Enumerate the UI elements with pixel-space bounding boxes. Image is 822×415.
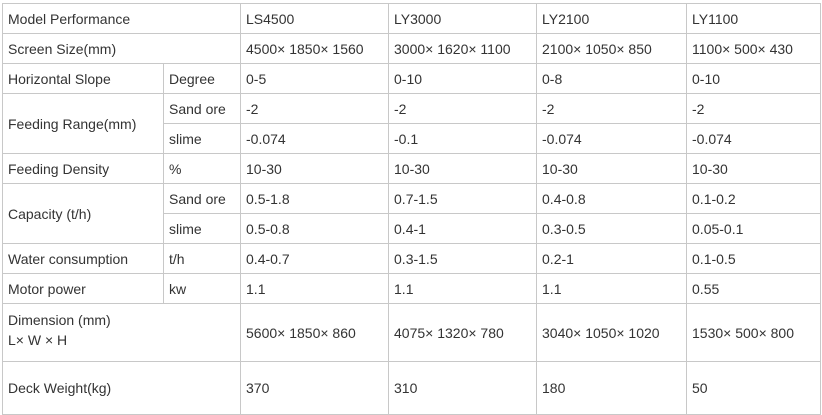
value: 0.1-0.2 xyxy=(686,183,822,214)
value: 0.4-0.8 xyxy=(536,183,688,214)
table-row: Capacity (t/h) Sand ore 0.5-1.8 0.7-1.5 0.4-… xyxy=(2,183,822,244)
value: 4075× 1320× 780 xyxy=(388,303,538,362)
value: -2 xyxy=(536,93,688,124)
value: -0.074 xyxy=(686,123,822,154)
header-label: Model Performance xyxy=(1,3,242,34)
value: 0.55 xyxy=(686,273,822,304)
value: 0.1-0.5 xyxy=(686,243,822,274)
row-label: Motor power xyxy=(2,273,164,304)
table-row: Dimension (mm) L× W × H 5600× 1850× 860 407… xyxy=(1,303,822,362)
table-row: slime -0.074 -0.1 -0.074 -0.074 xyxy=(3,123,822,154)
value: 1100× 500× 430 xyxy=(686,33,822,64)
model-name: LY3000 xyxy=(388,3,538,34)
value: 2100× 1050× 850 xyxy=(536,33,688,64)
value: 1530× 500× 800 xyxy=(686,303,822,362)
unit: % xyxy=(162,153,242,184)
value: 10-30 xyxy=(240,153,390,184)
table-row: Deck Weight(kg) 370 310 180 50 xyxy=(1,361,822,415)
value: 310 xyxy=(388,361,538,415)
value: -2 xyxy=(388,93,538,124)
unit: kw xyxy=(162,273,242,304)
table-row: Model Performance LS4500 LY3000 LY2100 LY110… xyxy=(1,3,822,34)
value: 1.1 xyxy=(536,273,688,304)
table-row: Horizontal Slope Degree 0-5 0-10 0-8 0-10 xyxy=(2,63,822,94)
value: 5600× 1850× 860 xyxy=(240,303,390,362)
unit: slime xyxy=(162,213,242,244)
value: 1.1 xyxy=(240,273,390,304)
unit: Sand ore xyxy=(162,183,242,214)
row-label: Water consumption xyxy=(2,243,164,274)
row-label: Capacity (t/h) xyxy=(2,183,164,244)
unit: slime xyxy=(162,123,242,154)
value: 0.3-0.5 xyxy=(536,213,688,244)
row-label: Screen Size(mm) xyxy=(1,33,242,64)
model-name: LS4500 xyxy=(240,3,390,34)
value: -0.074 xyxy=(536,123,688,154)
value: 0.05-0.1 xyxy=(686,213,822,244)
value: 10-30 xyxy=(388,153,538,184)
value: 0.5-1.8 xyxy=(240,183,390,214)
value: 0.7-1.5 xyxy=(388,183,538,214)
row-label: Deck Weight(kg) xyxy=(1,361,242,415)
row-label: Feeding Range(mm) xyxy=(2,93,164,154)
value: -0.1 xyxy=(388,123,538,154)
row-label: Feeding Density xyxy=(2,153,164,184)
value: 4500× 1850× 1560 xyxy=(240,33,390,64)
table-row: Water consumption t/h 0.4-0.7 0.3-1.5 0.2-1 0… xyxy=(2,243,822,274)
model-name: LY1100 xyxy=(686,3,822,34)
value: 0-10 xyxy=(686,63,822,94)
table-row: Motor power kw 1.1 1.1 1.1 0.55 xyxy=(2,273,822,304)
value: 0-10 xyxy=(388,63,538,94)
value: 0-5 xyxy=(240,63,390,94)
value: 10-30 xyxy=(686,153,822,184)
table-row: Feeding Density% 10-30 10-30 10-30 10-30 xyxy=(2,153,822,184)
value: 0.2-1 xyxy=(536,243,688,274)
table-row: Feeding Range(mm) Sand ore -2 -2 -2 -2 xyxy=(2,93,822,154)
value: 0.3-1.5 xyxy=(388,243,538,274)
model-name: LY2100 xyxy=(536,3,688,34)
unit: Degree xyxy=(162,63,242,94)
value: 1.1 xyxy=(388,273,538,304)
value: 0-8 xyxy=(536,63,688,94)
value: 3040× 1050× 1020 xyxy=(536,303,688,362)
value: 3000× 1620× 1100 xyxy=(388,33,538,64)
value: 370 xyxy=(240,361,390,415)
value: -2 xyxy=(686,93,822,124)
value: -2 xyxy=(240,93,390,124)
unit: Sand ore xyxy=(162,93,242,124)
value: -0.074 xyxy=(240,123,390,154)
value: 50 xyxy=(686,361,822,415)
label-line: Dimension (mm) xyxy=(8,312,111,328)
table-row: Screen Size(mm) 4500× 1850× 1560 3000× 162… xyxy=(1,33,822,64)
spec-table: Model Performance LS4500 LY3000 LY2100 LY110… xyxy=(1,3,822,415)
value: 180 xyxy=(536,361,688,415)
value: 0.4-1 xyxy=(388,213,538,244)
table-row: slime 0.5-0.8 0.4-1 0.3-0.5 0.05-0.1 xyxy=(3,213,822,244)
unit: t/h xyxy=(162,243,242,274)
value: 10-30 xyxy=(536,153,688,184)
row-label: Dimension (mm) L× W × H xyxy=(1,303,242,362)
value: 0.5-0.8 xyxy=(240,213,390,244)
row-label: Horizontal Slope xyxy=(2,63,164,94)
label-line: L× W × H xyxy=(8,332,68,348)
value: 0.4-0.7 xyxy=(240,243,390,274)
